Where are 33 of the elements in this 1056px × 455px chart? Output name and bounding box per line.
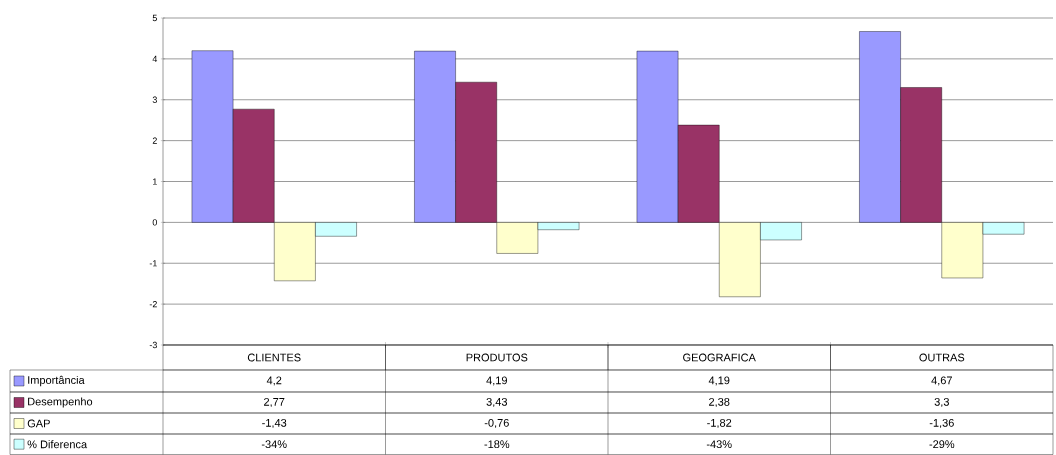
legend-label: GAP	[27, 419, 50, 428]
y-tick-label: 0	[152, 219, 157, 226]
y-tick-label: 5	[152, 14, 157, 22]
x-tick-label: PRODUTOS	[466, 353, 528, 362]
y-tick-label: -3	[149, 341, 157, 349]
y-tick-label: -2	[149, 300, 157, 308]
x-tick-label: CLIENTES	[247, 353, 301, 362]
data-label: -1,43	[262, 418, 287, 429]
y-tick-label: 2	[152, 137, 157, 144]
data-label: -43%	[706, 440, 732, 449]
data-label: -29%	[929, 440, 955, 449]
legend-label: % Diferenca	[27, 440, 88, 449]
data-label: 4,2	[266, 376, 282, 386]
data-label: 4,67	[931, 376, 952, 386]
data-label: 4,19	[486, 376, 507, 386]
y-tick-label: -1	[149, 260, 157, 267]
legend-label: Desempenho	[28, 397, 93, 408]
data-label: 3,3	[934, 397, 949, 408]
data-label: 3,43	[486, 397, 508, 408]
data-label: -34%	[261, 440, 287, 449]
x-tick-label: OUTRAS	[919, 353, 965, 362]
data-label: 4,19	[708, 376, 730, 386]
data-label: -1,82	[707, 418, 732, 429]
y-tick-label: 1	[153, 178, 157, 185]
y-tick-label: 3	[152, 96, 157, 103]
data-label: -18%	[484, 440, 510, 449]
y-tick-label: 4	[152, 55, 158, 62]
x-tick-label: GEOGRAFICA	[683, 353, 756, 362]
data-label: 2,38	[709, 397, 730, 408]
data-label: -0,76	[484, 418, 509, 429]
data-label: 2,77	[264, 397, 285, 408]
data-label: -1,36	[929, 418, 954, 429]
legend-label: Importância	[28, 375, 85, 387]
